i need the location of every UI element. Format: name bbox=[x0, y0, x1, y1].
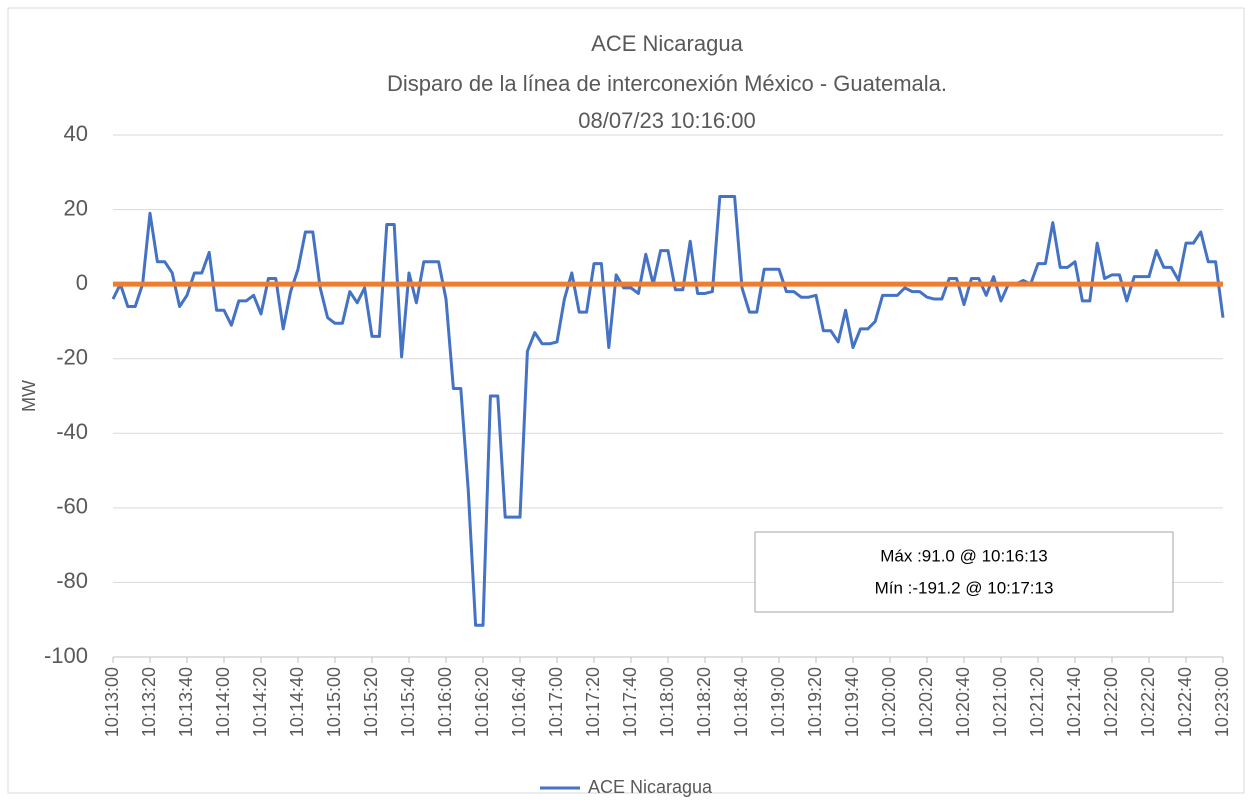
y-tick-label: -20 bbox=[56, 345, 88, 370]
y-axis-label: MW bbox=[19, 380, 39, 412]
x-tick-label: 10:18:40 bbox=[731, 667, 751, 737]
x-tick-label: 10:17:20 bbox=[583, 667, 603, 737]
x-tick-label: 10:14:00 bbox=[213, 667, 233, 737]
data-line bbox=[111, 195, 1225, 627]
x-tick-label: 10:13:20 bbox=[139, 667, 159, 737]
annotation-box bbox=[754, 531, 1174, 613]
x-tick-label: 10:15:00 bbox=[324, 667, 344, 737]
x-tick-label: 10:17:00 bbox=[546, 667, 566, 737]
y-tick-label: 0 bbox=[76, 270, 88, 295]
x-tick-label: 10:17:40 bbox=[620, 667, 640, 737]
x-tick-label: 10:16:40 bbox=[509, 667, 529, 737]
x-tick-label: 10:18:20 bbox=[694, 667, 714, 737]
x-tick-label: 10:20:20 bbox=[916, 667, 936, 737]
x-tick-label: 10:18:00 bbox=[657, 667, 677, 737]
y-tick-label: -40 bbox=[56, 419, 88, 444]
y-tick-label: -80 bbox=[56, 568, 88, 593]
chart-title: ACE Nicaragua bbox=[591, 31, 743, 56]
legend-label: ACE Nicaragua bbox=[588, 777, 713, 797]
chart-subtitle: Disparo de la línea de interconexión Méx… bbox=[387, 71, 947, 96]
annotation: Mín :-191.2 @ 10:17:13 bbox=[875, 578, 1054, 597]
x-tick-label: 10:21:20 bbox=[1027, 667, 1047, 737]
x-tick-label: 10:20:40 bbox=[953, 667, 973, 737]
x-tick-label: 10:14:20 bbox=[250, 667, 270, 737]
x-tick-label: 10:20:00 bbox=[879, 667, 899, 737]
x-tick-label: 10:19:20 bbox=[805, 667, 825, 737]
chart-date: 08/07/23 10:16:00 bbox=[578, 108, 755, 133]
x-tick-label: 10:22:00 bbox=[1101, 667, 1121, 737]
x-tick-label: 10:16:00 bbox=[435, 667, 455, 737]
y-tick-label: -60 bbox=[56, 494, 88, 519]
x-tick-label: 10:23:00 bbox=[1212, 667, 1232, 737]
x-tick-label: 10:21:40 bbox=[1064, 667, 1084, 737]
y-tick-label: -100 bbox=[44, 643, 88, 668]
x-tick-label: 10:21:00 bbox=[990, 667, 1010, 737]
x-tick-label: 10:15:20 bbox=[361, 667, 381, 737]
x-tick-label: 10:19:00 bbox=[768, 667, 788, 737]
y-tick-label: 40 bbox=[64, 121, 88, 146]
x-tick-label: 10:15:40 bbox=[398, 667, 418, 737]
y-tick-label: 20 bbox=[64, 195, 88, 220]
x-tick-label: 10:19:40 bbox=[842, 667, 862, 737]
x-tick-label: 10:13:00 bbox=[102, 667, 122, 737]
x-tick-label: 10:14:40 bbox=[287, 667, 307, 737]
x-tick-label: 10:22:20 bbox=[1138, 667, 1158, 737]
x-tick-label: 10:22:40 bbox=[1175, 667, 1195, 737]
x-tick-label: 10:13:40 bbox=[176, 667, 196, 737]
x-tick-label: 10:16:20 bbox=[472, 667, 492, 737]
annotation: Máx :91.0 @ 10:16:13 bbox=[880, 546, 1048, 565]
